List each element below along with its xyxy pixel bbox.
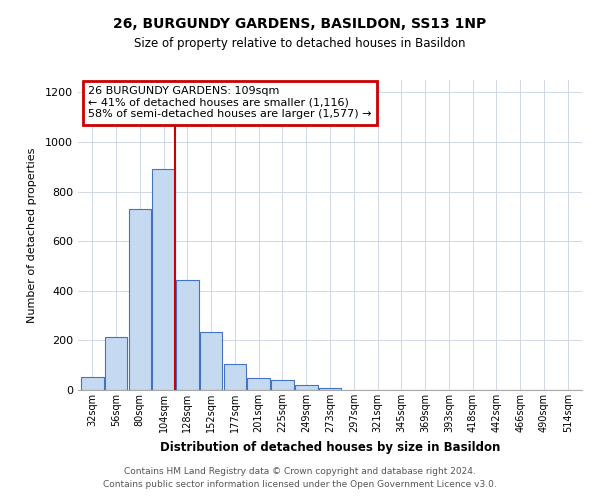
Bar [105,336,127,390]
Bar [247,378,270,390]
Bar [200,332,223,390]
Bar [319,388,341,390]
Bar [128,209,151,390]
X-axis label: Distribution of detached houses by size in Basildon: Distribution of detached houses by size … [160,440,500,454]
Bar [176,280,199,390]
Bar [224,364,246,390]
Bar [295,385,317,390]
Text: 26, BURGUNDY GARDENS, BASILDON, SS13 1NP: 26, BURGUNDY GARDENS, BASILDON, SS13 1NP [113,18,487,32]
Bar [152,170,175,390]
Text: Contains public sector information licensed under the Open Government Licence v3: Contains public sector information licen… [103,480,497,489]
Bar [271,380,294,390]
Text: Size of property relative to detached houses in Basildon: Size of property relative to detached ho… [134,38,466,51]
Text: 26 BURGUNDY GARDENS: 109sqm
← 41% of detached houses are smaller (1,116)
58% of : 26 BURGUNDY GARDENS: 109sqm ← 41% of det… [88,86,371,120]
Text: Contains HM Land Registry data © Crown copyright and database right 2024.: Contains HM Land Registry data © Crown c… [124,467,476,476]
Bar [81,377,104,390]
Y-axis label: Number of detached properties: Number of detached properties [26,148,37,322]
